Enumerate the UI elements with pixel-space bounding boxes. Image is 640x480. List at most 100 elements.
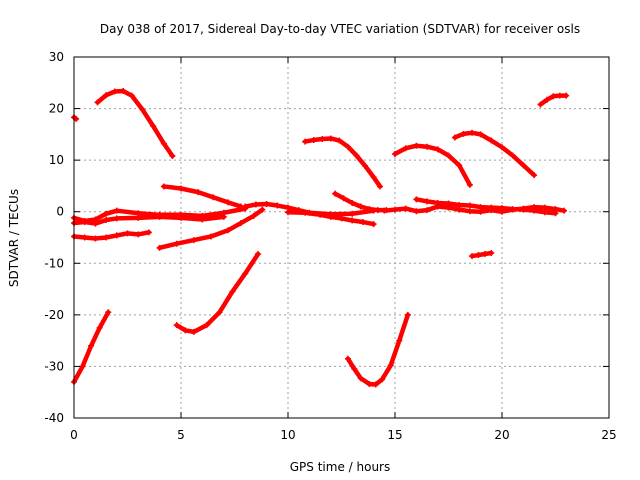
data-point xyxy=(81,234,88,241)
data-point xyxy=(103,216,110,223)
x-tick-label: 0 xyxy=(70,428,78,442)
data-point xyxy=(477,131,484,138)
data-point xyxy=(563,92,570,99)
data-point xyxy=(359,219,366,226)
series-arc-11 xyxy=(302,135,384,190)
series-arc-10 xyxy=(285,209,377,228)
data-point xyxy=(370,174,377,181)
data-point xyxy=(178,185,184,192)
data-point xyxy=(488,204,495,211)
data-point xyxy=(396,337,403,344)
data-point xyxy=(195,189,202,196)
data-point xyxy=(392,206,398,213)
series-arc-8 xyxy=(71,213,227,227)
data-point xyxy=(520,206,527,213)
data-point xyxy=(92,220,99,227)
data-point xyxy=(135,214,142,221)
data-point xyxy=(543,96,550,103)
data-point xyxy=(216,309,223,316)
data-point xyxy=(445,152,452,159)
data-point xyxy=(124,230,131,237)
data-point xyxy=(366,380,373,387)
data-point xyxy=(220,213,227,220)
data-point xyxy=(92,235,99,242)
data-point xyxy=(156,213,163,220)
data-point xyxy=(156,244,163,251)
data-point xyxy=(336,137,343,144)
data-point xyxy=(103,210,110,217)
data-point xyxy=(120,88,127,95)
y-tick-label: 20 xyxy=(49,102,64,116)
data-point xyxy=(434,199,441,206)
series-arc-13 xyxy=(344,311,411,388)
data-point xyxy=(250,212,257,219)
series-line xyxy=(469,250,494,259)
data-point xyxy=(79,363,86,370)
data-point xyxy=(344,143,351,150)
series-arc-17 xyxy=(413,196,559,217)
axis-ticks: 0 5 10 15 20 25 -40 -30 -20 -10 0 10 20 30 xyxy=(44,50,616,442)
data-point xyxy=(111,88,118,95)
data-point xyxy=(392,150,398,157)
data-point xyxy=(160,140,167,147)
x-axis-label: GPS time / hours xyxy=(290,460,391,474)
y-tick-label: 30 xyxy=(49,50,64,64)
data-point xyxy=(402,205,409,212)
data-point xyxy=(374,207,381,214)
data-point xyxy=(113,215,120,222)
data-point xyxy=(302,209,309,216)
data-point xyxy=(488,137,495,144)
data-point xyxy=(207,233,214,240)
data-point xyxy=(381,207,388,214)
data-point xyxy=(252,201,259,208)
data-point xyxy=(274,202,281,209)
data-point xyxy=(182,327,189,334)
series-line xyxy=(71,214,227,226)
data-point xyxy=(404,311,411,318)
data-point xyxy=(302,138,309,145)
data-point xyxy=(310,137,317,144)
data-point xyxy=(349,210,356,217)
series-line xyxy=(302,136,383,189)
data-point xyxy=(255,251,262,258)
data-point xyxy=(469,253,476,260)
data-point xyxy=(237,220,244,227)
data-point xyxy=(96,324,103,331)
data-point xyxy=(225,227,232,234)
data-point xyxy=(424,207,431,214)
data-point xyxy=(424,198,431,205)
data-point xyxy=(460,130,467,137)
data-point xyxy=(561,207,568,214)
data-point xyxy=(456,202,463,209)
series-arc-18 xyxy=(469,249,495,260)
data-point xyxy=(113,232,120,239)
data-point xyxy=(160,183,167,190)
data-point xyxy=(537,101,544,108)
data-point xyxy=(128,92,135,99)
series-line xyxy=(242,201,376,217)
data-point xyxy=(178,214,184,221)
data-point xyxy=(357,375,364,382)
chart-title: Day 038 of 2017, Sidereal Day-to-day VTE… xyxy=(100,22,580,36)
data-point xyxy=(456,162,463,169)
series-arc-15 xyxy=(451,129,538,179)
data-point xyxy=(173,322,180,329)
data-point xyxy=(509,206,516,213)
series-arc-4 xyxy=(160,183,244,210)
data-point xyxy=(327,135,334,142)
data-point xyxy=(103,92,110,99)
data-point xyxy=(317,211,324,218)
data-point xyxy=(340,195,347,202)
data-point xyxy=(242,270,249,277)
data-point xyxy=(225,199,232,206)
data-point xyxy=(477,204,484,211)
data-point xyxy=(349,217,356,224)
data-point xyxy=(349,199,356,206)
data-point xyxy=(263,200,270,207)
data-point xyxy=(135,231,142,238)
data-point xyxy=(199,216,206,223)
data-point xyxy=(520,162,527,169)
data-point xyxy=(210,194,217,201)
